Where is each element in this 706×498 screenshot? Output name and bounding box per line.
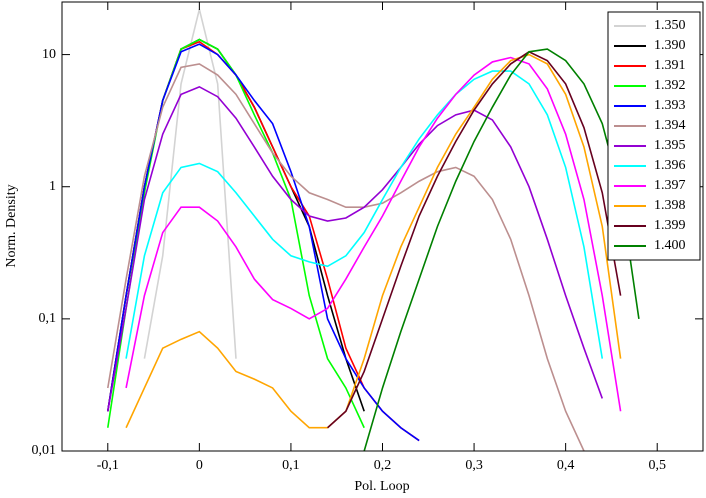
series-line (125, 70, 604, 359)
legend-label: 1.395 (654, 138, 686, 153)
x-tick-label: -0,1 (97, 458, 119, 473)
plot-area (106, 9, 640, 451)
y-tick-label: 0,1 (39, 311, 57, 326)
series-line (106, 63, 585, 451)
x-tick-label: 0 (196, 458, 203, 473)
series-line (327, 50, 622, 429)
legend-box (607, 11, 701, 261)
legend-label: 1.392 (654, 78, 686, 93)
y-tick-label: 10 (42, 47, 56, 62)
series-line (143, 9, 237, 359)
y-axis-label: Norm. Density (4, 184, 19, 267)
plot-frame (61, 1, 704, 452)
legend-label: 1.391 (654, 58, 686, 73)
legend-label: 1.399 (654, 218, 686, 233)
legend-label: 1.397 (654, 178, 686, 193)
series-line (125, 56, 622, 412)
legend-label: 1.350 (654, 18, 686, 33)
legend-label: 1.394 (654, 118, 686, 133)
x-tick-label: 0,2 (374, 458, 392, 473)
series-line (363, 48, 640, 451)
y-tick-label: 1 (49, 179, 56, 194)
y-tick-label: 0,01 (32, 443, 57, 458)
series-line (106, 85, 604, 412)
x-tick-label: 0,5 (648, 458, 666, 473)
series-line (106, 40, 420, 442)
series-line (125, 53, 622, 429)
x-tick-label: 0,3 (465, 458, 483, 473)
legend-label: 1.400 (654, 238, 686, 253)
x-tick-label: 0,4 (557, 458, 575, 473)
series-line (106, 43, 420, 442)
legend-label: 1.393 (654, 98, 686, 113)
x-tick-label: 0,1 (282, 458, 300, 473)
series-line (106, 38, 365, 429)
legend-label: 1.398 (654, 198, 686, 213)
legend-label: 1.390 (654, 38, 686, 53)
legend-label: 1.396 (654, 158, 686, 173)
x-axis-label: Pol. Loop (354, 479, 409, 494)
